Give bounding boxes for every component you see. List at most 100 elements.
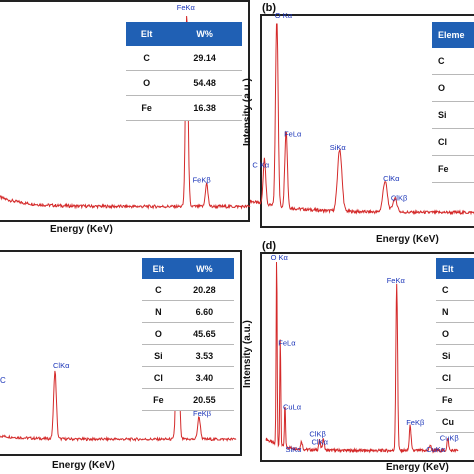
peak-label: C Kα (252, 160, 270, 169)
column-header: W% (167, 22, 242, 46)
table-row: O 54.48 (126, 70, 242, 96)
x-axis-label: Energy (KeV) (52, 460, 115, 471)
panel-a: FeKα FeKβ Elt W% C 29.14 O 54.48 Fe 16.38 Energy… (0, 0, 252, 238)
table-row: C 20.28 (142, 279, 234, 301)
y-axis-label: Intensity (a.u.) (242, 320, 253, 388)
panel-label-b: (b) (262, 2, 277, 14)
table-row: Cu (436, 410, 474, 433)
table-row: Cl 3.40 (142, 366, 234, 389)
element-cell: Si (142, 344, 175, 367)
element-cell: C (126, 46, 168, 71)
peak-label: ClKβ (391, 193, 408, 202)
element-cell: Cl (432, 128, 474, 156)
x-axis-label: Energy (KeV) (376, 234, 439, 245)
weight-percent-cell: 16.38 (167, 95, 242, 121)
panel-b: (b) O Kα C Kα FeLα SiKα ClKα ClKβ Eleme C O Si Cl… (242, 0, 474, 250)
table-row: N 6.60 (142, 300, 234, 323)
weight-percent-cell: 54.48 (167, 70, 242, 96)
peak-label: ClKα (383, 174, 400, 183)
cropped-peak-label: C (0, 376, 6, 385)
weight-percent-cell: 3.53 (174, 344, 234, 367)
composition-table-a: Elt W% C 29.14 O 54.48 Fe 16.38 (126, 22, 242, 121)
table-row: Fe (436, 388, 474, 411)
table-row: C (436, 279, 474, 301)
peak-label: FeKα (387, 276, 406, 285)
peak-label: ClKα (312, 437, 329, 446)
spectrum-plot-b: O Kα C Kα FeLα SiKα ClKα ClKβ (249, 11, 474, 216)
peak-label: ClKα (53, 361, 70, 370)
weight-percent-cell: 20.28 (174, 279, 234, 301)
table-row: O (432, 74, 474, 102)
element-cell: Si (432, 101, 474, 129)
peak-label: FeKβ (193, 176, 212, 185)
peak-label: FeLα (284, 129, 302, 138)
element-cell: O (142, 322, 175, 345)
peak-label: ClKβ (309, 429, 326, 438)
weight-percent-cell: 20.55 (174, 388, 234, 411)
element-cell: Fe (126, 95, 168, 121)
element-cell: Fe (432, 155, 474, 183)
peak-label: O Kα (271, 253, 289, 262)
peak-label: SiKα (286, 445, 303, 454)
spectrum-line (0, 15, 251, 210)
table-row: C (432, 48, 474, 75)
element-cell: Cl (142, 366, 175, 389)
table-row: Fe (432, 155, 474, 183)
element-cell: C (432, 48, 474, 75)
weight-percent-cell: 6.60 (174, 300, 234, 323)
peak-label: SiKα (330, 143, 347, 152)
element-cell: N (436, 300, 474, 323)
table-header-row: Elt W% (142, 258, 234, 279)
table-row: C 29.14 (126, 46, 242, 71)
peak-label: FeKα (177, 3, 196, 12)
element-cell: Cl (436, 366, 474, 389)
table-row: Si (432, 101, 474, 129)
composition-table-b: Eleme C O Si Cl Fe (432, 22, 474, 183)
peak-label: FeKβ (406, 418, 425, 427)
element-cell: O (432, 74, 474, 102)
peak-label: O Kα (275, 11, 293, 20)
panel-label-d: (d) (262, 240, 277, 252)
panel-c: ClKαFeKαFeKβ EltW%C20.28N6.60O45.65Si3.5… (0, 250, 252, 474)
peak-label: CuLα (283, 402, 302, 411)
column-header: Elt (436, 258, 474, 279)
spectrum-line (249, 23, 474, 216)
spectrum-plot-a: FeKα FeKβ (0, 3, 251, 210)
table-header-row: Elt (436, 258, 474, 279)
column-header: Elt (126, 22, 168, 46)
x-axis-label: Energy (KeV) (50, 224, 113, 235)
column-header: Eleme (432, 22, 474, 48)
spectrum-line (265, 261, 459, 454)
element-cell: C (142, 279, 175, 301)
element-cell: O (436, 322, 474, 345)
peak-label: CuKα (426, 445, 446, 454)
column-header: Elt (142, 258, 175, 279)
table-row: O 45.65 (142, 322, 234, 345)
table-row: Si 3.53 (142, 344, 234, 367)
element-cell: Fe (142, 388, 175, 411)
element-cell: Cu (436, 410, 474, 433)
peak-label: FeLα (278, 338, 296, 347)
table-row: O (436, 322, 474, 345)
element-cell: N (142, 300, 175, 323)
table-header-row: Eleme (432, 22, 474, 48)
spectrum-line (0, 273, 237, 443)
weight-percent-cell: 29.14 (167, 46, 242, 71)
element-cell: O (126, 70, 168, 96)
element-cell: Si (436, 344, 474, 367)
x-axis-label: Energy (KeV) (386, 462, 449, 473)
table-row: Fe 20.55 (142, 388, 234, 411)
table-row: N (436, 300, 474, 323)
column-header: W% (174, 258, 234, 279)
weight-percent-cell: 3.40 (174, 366, 234, 389)
table-row: Fe 16.38 (126, 95, 242, 121)
table-row: Cl (436, 366, 474, 389)
peak-label: CuKβ (440, 433, 460, 442)
table-row: Cl (432, 128, 474, 156)
element-cell: Fe (436, 388, 474, 411)
table-header-row: Elt W% (126, 22, 242, 46)
weight-percent-cell: 45.65 (174, 322, 234, 345)
panel-d: (d) O Kα FeLα CuLα ClKβ ClKα SiKα FeKα FeKβ CuKβ… (242, 238, 474, 474)
peak-label: FeKβ (193, 409, 212, 418)
table-row: Si (436, 344, 474, 367)
